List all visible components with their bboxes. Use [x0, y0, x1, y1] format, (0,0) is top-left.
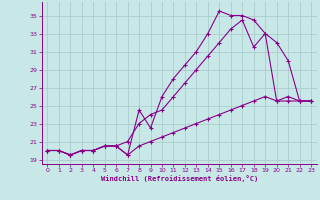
X-axis label: Windchill (Refroidissement éolien,°C): Windchill (Refroidissement éolien,°C): [100, 175, 258, 182]
